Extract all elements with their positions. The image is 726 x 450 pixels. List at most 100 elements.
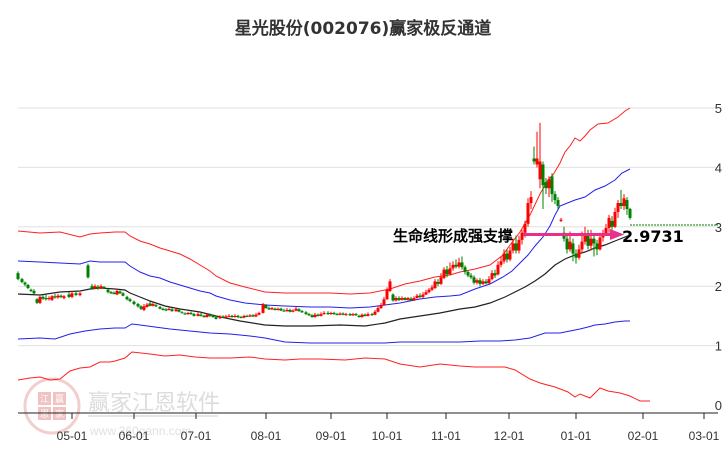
candle (370, 312, 374, 316)
candle (388, 279, 392, 293)
candle (475, 278, 479, 285)
candle (338, 312, 342, 316)
candle (70, 290, 74, 299)
candle (109, 290, 113, 294)
candle (613, 207, 617, 228)
candle (288, 308, 292, 313)
candle (496, 261, 500, 276)
candle (41, 295, 45, 300)
candle (379, 302, 383, 309)
support-annotation: 生命线形成强支撑 2.9731 (393, 227, 684, 246)
svg-text:赢: 赢 (55, 393, 64, 405)
candle (592, 233, 596, 257)
candle (341, 312, 345, 316)
x-tick-label: 11-01 (431, 429, 461, 443)
candle (279, 307, 283, 312)
band-middle (17, 234, 631, 327)
band-lower-outer (17, 351, 650, 402)
candle (313, 312, 317, 318)
candle (532, 146, 536, 165)
candle (622, 194, 626, 211)
candle (499, 256, 503, 268)
candle (261, 302, 265, 314)
candle (335, 312, 339, 316)
candle (214, 315, 218, 320)
candle (239, 315, 243, 319)
candle (436, 279, 440, 287)
candle (550, 173, 554, 202)
candle (517, 235, 521, 254)
candle (121, 292, 125, 297)
candle (427, 287, 431, 294)
candle (230, 314, 234, 318)
candle (460, 256, 464, 270)
band-upper-inner (17, 168, 631, 309)
candle (56, 293, 60, 299)
candle (316, 313, 320, 317)
candle (400, 296, 404, 301)
candle (445, 266, 449, 278)
candle (300, 309, 304, 313)
candle (35, 298, 39, 305)
y-tick-label: 3 (715, 220, 722, 235)
candle (322, 311, 326, 315)
candle (145, 302, 149, 308)
candle (487, 276, 491, 284)
candle (273, 307, 277, 311)
candle (469, 273, 473, 280)
candle (565, 235, 569, 254)
candle (189, 311, 193, 315)
candle (586, 229, 590, 250)
candle (360, 313, 364, 318)
candle (385, 287, 389, 300)
candle (409, 296, 413, 302)
candle (526, 198, 530, 227)
candle (412, 296, 416, 302)
candle (382, 296, 386, 306)
x-tick-label: 09-01 (316, 429, 347, 443)
candle (115, 289, 119, 296)
candle (326, 311, 330, 315)
candle (148, 301, 152, 307)
svg-text:恩: 恩 (40, 409, 49, 420)
candle (484, 279, 488, 285)
candle (421, 292, 425, 299)
candle (571, 238, 575, 262)
annotation-label: 生命线形成强支撑 (393, 227, 513, 245)
y-gridlines (18, 107, 718, 347)
y-tick-label: 0 (715, 398, 722, 413)
candle (433, 279, 437, 290)
candle (310, 314, 314, 318)
x-tick-label: 06-01 (119, 429, 150, 443)
candle (556, 197, 560, 209)
candle (628, 207, 632, 220)
candle (142, 304, 146, 312)
candle (505, 249, 509, 263)
candle (415, 293, 419, 299)
x-tick-label: 10-01 (372, 429, 403, 443)
candle (307, 312, 311, 316)
candle (53, 293, 57, 299)
candle (180, 311, 184, 314)
band-lower-inner (17, 320, 630, 344)
candle (257, 311, 261, 316)
candle (199, 312, 203, 317)
candle (363, 313, 367, 317)
candle (457, 257, 461, 269)
x-tick-label: 07-01 (181, 429, 212, 443)
candle (406, 296, 410, 302)
candle (376, 306, 380, 313)
candle (242, 314, 246, 319)
candle (86, 263, 90, 279)
y-tick-label: 4 (715, 160, 722, 175)
candle (136, 302, 140, 308)
x-tick-label: 08-01 (251, 429, 282, 443)
candle (514, 235, 518, 254)
candle (125, 295, 129, 301)
band-upper-outer (17, 107, 631, 295)
candle (559, 217, 563, 223)
candle (248, 314, 252, 318)
candle (132, 300, 136, 306)
candle (62, 295, 66, 300)
x-axis: 05-01 06-01 07-01 08-01 09-01 10-01 11-01 12-01… (18, 412, 720, 443)
